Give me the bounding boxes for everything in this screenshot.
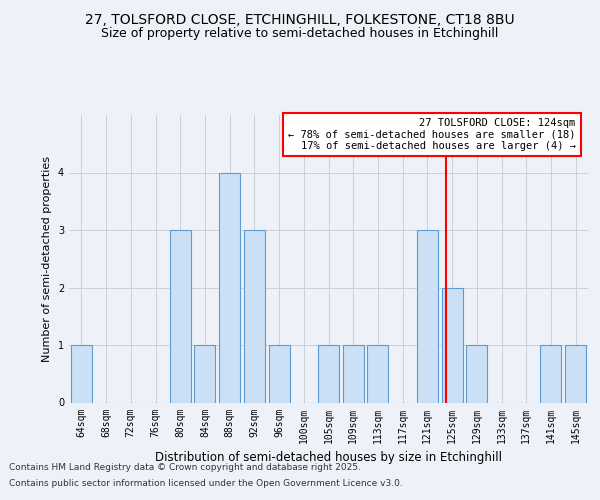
Bar (466, 345, 487, 403)
Bar (565, 345, 586, 403)
Bar (269, 345, 290, 403)
Text: 27, TOLSFORD CLOSE, ETCHINGHILL, FOLKESTONE, CT18 8BU: 27, TOLSFORD CLOSE, ETCHINGHILL, FOLKEST… (85, 12, 515, 26)
Bar (194, 345, 215, 403)
Bar (541, 345, 562, 403)
Text: Contains public sector information licensed under the Open Government Licence v3: Contains public sector information licen… (9, 478, 403, 488)
Bar (343, 345, 364, 403)
Bar (367, 345, 388, 403)
Text: Contains HM Land Registry data © Crown copyright and database right 2025.: Contains HM Land Registry data © Crown c… (9, 464, 361, 472)
Bar (219, 172, 240, 402)
Bar (442, 288, 463, 403)
Bar (318, 345, 339, 403)
Text: 27 TOLSFORD CLOSE: 124sqm
← 78% of semi-detached houses are smaller (18)
17% of : 27 TOLSFORD CLOSE: 124sqm ← 78% of semi-… (288, 118, 575, 151)
Bar (170, 230, 191, 402)
Y-axis label: Number of semi-detached properties: Number of semi-detached properties (43, 156, 52, 362)
X-axis label: Distribution of semi-detached houses by size in Etchinghill: Distribution of semi-detached houses by … (155, 451, 502, 464)
Bar (417, 230, 438, 402)
Bar (71, 345, 92, 403)
Text: Size of property relative to semi-detached houses in Etchinghill: Size of property relative to semi-detach… (101, 28, 499, 40)
Bar (244, 230, 265, 402)
